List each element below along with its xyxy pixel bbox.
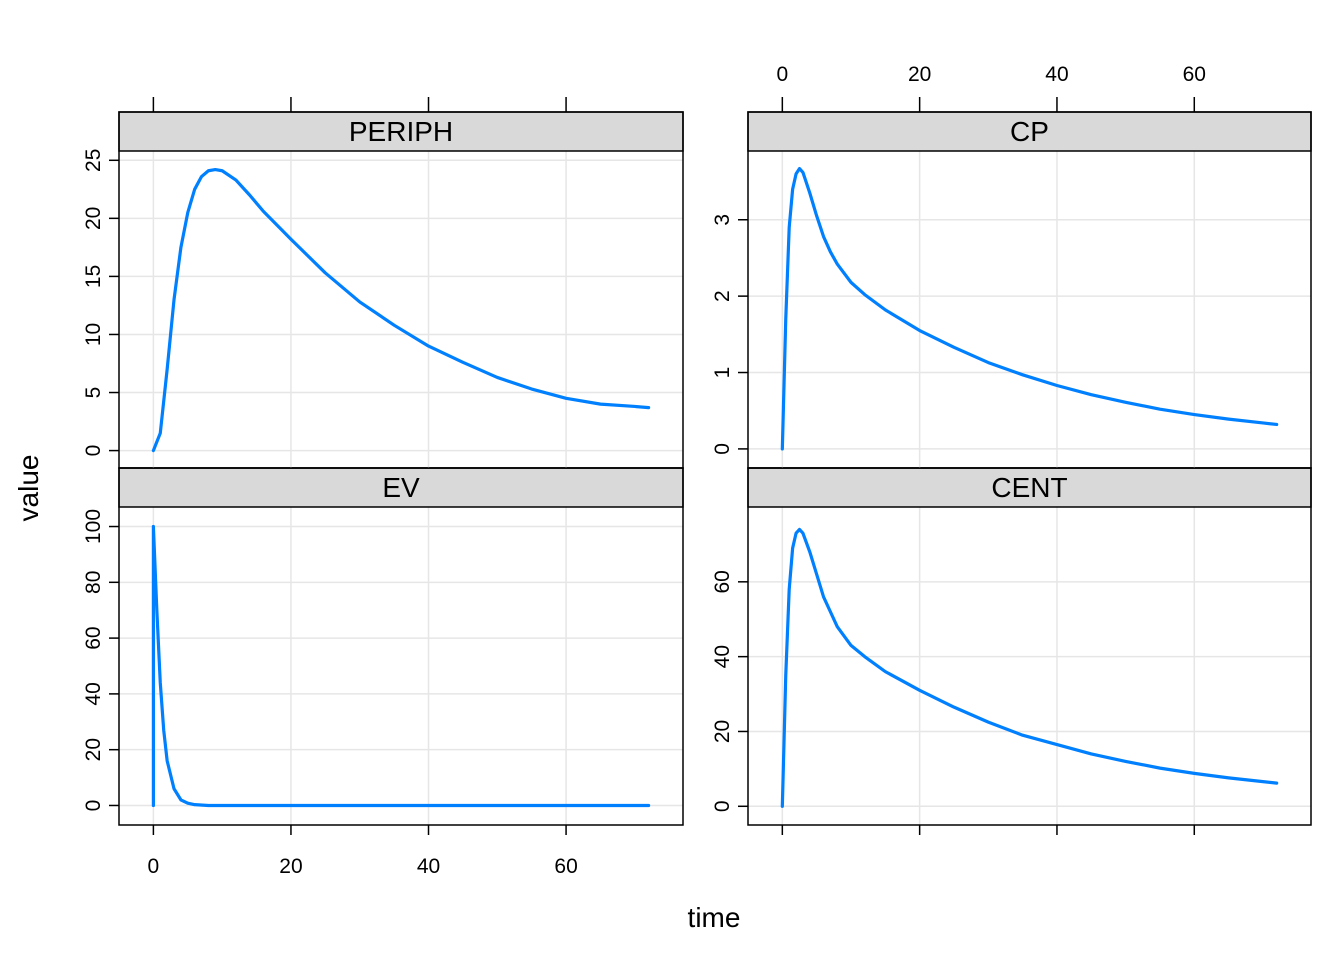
cp-y-tick-label: 0 — [711, 443, 734, 455]
cp-strip — [747, 111, 1312, 152]
ev-series-line — [151, 524, 651, 808]
y-axis-title: value — [13, 455, 44, 522]
ev-strip-label: EV — [382, 472, 420, 503]
periph-y-tick-label: 20 — [82, 207, 105, 230]
periph-y-tick-label: 15 — [82, 265, 105, 288]
cp-x-tick-label: 40 — [1045, 63, 1068, 86]
x-axis-title: time — [688, 902, 741, 933]
cent-strip — [747, 467, 1312, 508]
cp-x-tick-label: 60 — [1183, 63, 1206, 86]
cent-series-line — [780, 527, 1279, 808]
cent-panel-frame — [747, 467, 1312, 826]
periph-series-line — [151, 167, 651, 453]
cent-y-tick-label: 40 — [711, 645, 734, 668]
ev-panel-frame — [118, 467, 684, 826]
cp-series-line — [780, 166, 1279, 451]
ev-y-tick-label: 60 — [82, 626, 105, 649]
ev-x-tick-label: 20 — [279, 855, 302, 878]
ev-y-tick-label: 80 — [82, 571, 105, 594]
cent-y-tick-label: 0 — [711, 800, 734, 812]
periph-y-tick-label: 5 — [82, 387, 105, 399]
ev-x-tick-label: 40 — [417, 855, 440, 878]
cp-x-tick-label: 0 — [776, 63, 788, 86]
cent-y-tick-label: 20 — [711, 720, 734, 743]
cp-y-tick-label: 2 — [711, 290, 734, 302]
periph-y-tick-label: 0 — [82, 445, 105, 457]
cent-y-tick-label: 60 — [711, 570, 734, 593]
periph-panel-frame — [118, 111, 684, 469]
cp-x-tick-label: 20 — [908, 63, 931, 86]
periph-y-tick-label: 25 — [82, 149, 105, 172]
cp-y-tick-label: 3 — [711, 214, 734, 226]
periph-y-tick-label: 10 — [82, 323, 105, 346]
cp-strip-label: CP — [1010, 116, 1049, 147]
periph-strip-label: PERIPH — [349, 116, 453, 147]
ev-y-tick-label: 0 — [82, 800, 105, 812]
cent-strip-label: CENT — [991, 472, 1067, 503]
ev-x-tick-label: 0 — [148, 855, 160, 878]
cp-panel-frame — [747, 111, 1312, 469]
ev-y-tick-label: 100 — [82, 509, 105, 544]
ev-y-tick-label: 20 — [82, 738, 105, 761]
ev-y-tick-label: 40 — [82, 682, 105, 705]
ev-x-tick-label: 60 — [554, 855, 577, 878]
cp-y-tick-label: 1 — [711, 367, 734, 379]
